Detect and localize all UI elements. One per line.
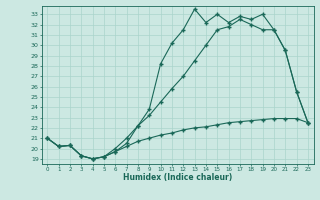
X-axis label: Humidex (Indice chaleur): Humidex (Indice chaleur)	[123, 173, 232, 182]
